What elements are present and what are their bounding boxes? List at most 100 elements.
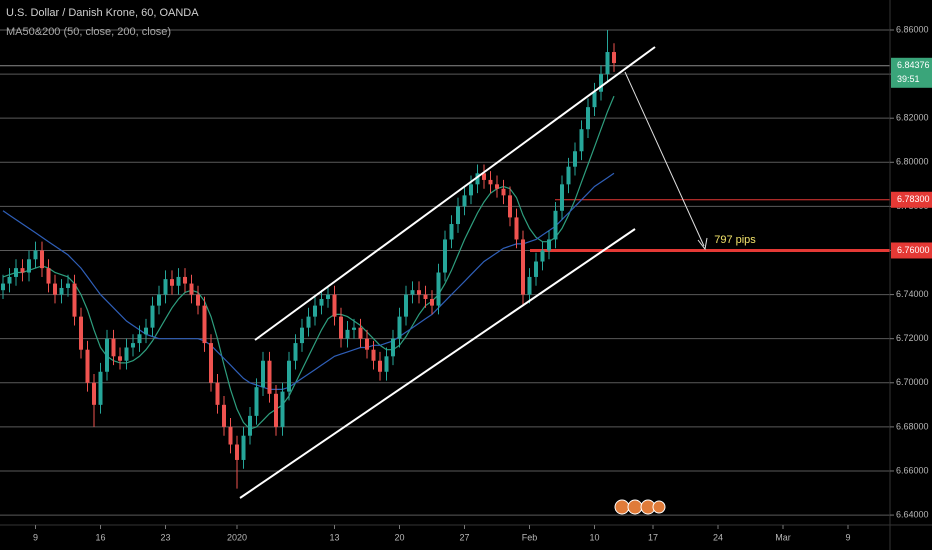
candle-body xyxy=(72,283,77,317)
candle-body xyxy=(488,179,493,185)
channel-upper xyxy=(254,46,656,341)
candle-body xyxy=(352,327,356,330)
candle-body xyxy=(1,283,5,291)
candle-body xyxy=(605,52,610,75)
candle-body xyxy=(449,224,454,240)
candle-body xyxy=(540,250,545,262)
candle-body xyxy=(501,188,506,196)
candle-body xyxy=(20,268,25,273)
candle-body xyxy=(150,305,155,328)
candle-body xyxy=(514,217,519,240)
candle-body xyxy=(391,338,395,357)
candle-body xyxy=(365,338,369,350)
candle-body xyxy=(423,294,428,299)
x-tick-label: 9 xyxy=(33,532,38,542)
candle-body xyxy=(313,305,317,317)
annotation: 797 pips xyxy=(714,234,756,246)
candle-body xyxy=(27,259,31,273)
candle-body xyxy=(345,329,350,339)
candle-body xyxy=(85,349,90,383)
candle-body xyxy=(124,347,129,361)
x-tick-label: Feb xyxy=(522,532,538,542)
arrow-line xyxy=(624,71,705,247)
candle-body xyxy=(547,239,551,251)
candle-body xyxy=(599,74,603,92)
candle-body xyxy=(202,305,207,344)
plot xyxy=(1,29,890,489)
candle-body xyxy=(443,239,447,273)
candle-body xyxy=(332,294,337,317)
candle-body xyxy=(410,290,415,295)
candle-body xyxy=(573,151,577,167)
chart-title: U.S. Dollar / Danish Krone, 60, OANDA xyxy=(6,7,199,19)
candle-body xyxy=(430,298,434,306)
candle-body xyxy=(371,349,376,361)
candle-body xyxy=(417,290,421,295)
x-tick-label: 27 xyxy=(459,532,469,542)
level-label: 6.78300 xyxy=(897,194,930,204)
candle-body xyxy=(527,276,532,295)
candle-body xyxy=(170,279,174,286)
candle-body xyxy=(59,287,64,295)
candle-body xyxy=(163,279,168,295)
y-tick-label: 6.70000 xyxy=(896,377,929,387)
candle-body xyxy=(267,360,272,394)
candle-body xyxy=(79,316,83,350)
candle-body xyxy=(482,173,486,180)
candle-body xyxy=(105,338,109,372)
candle-body xyxy=(339,316,343,339)
candle-body xyxy=(436,272,441,306)
candle-body xyxy=(261,360,265,388)
candle-body xyxy=(235,444,239,460)
last-price-label: 6.84376 xyxy=(897,60,930,70)
y-tick-label: 6.64000 xyxy=(896,509,929,519)
channel-lower xyxy=(239,228,636,499)
x-tick-label: 20 xyxy=(394,532,404,542)
countdown-label: 39:51 xyxy=(897,74,920,84)
candle-body xyxy=(384,356,389,372)
candle-body xyxy=(189,283,194,295)
candle-body xyxy=(495,184,499,189)
candle-body xyxy=(131,343,135,348)
candle-body xyxy=(274,393,278,427)
candle-body xyxy=(14,268,18,277)
candle-body xyxy=(118,356,122,361)
x-tick-label: 2020 xyxy=(227,532,247,542)
candle-body xyxy=(456,206,460,225)
last-price-box xyxy=(891,57,932,88)
candle-body xyxy=(378,360,382,372)
candle-body xyxy=(7,276,12,284)
x-tick-label: 10 xyxy=(589,532,599,542)
y-tick-label: 6.74000 xyxy=(896,289,929,299)
candle-body xyxy=(534,261,538,277)
candle-body xyxy=(209,343,213,383)
candle-body xyxy=(183,276,187,284)
y-tick-label: 6.86000 xyxy=(896,24,929,34)
candle-body xyxy=(508,195,512,218)
candle-body xyxy=(469,184,473,196)
candle-body xyxy=(521,239,525,295)
candle-body xyxy=(46,268,51,284)
candle-body xyxy=(40,250,44,269)
candle-body xyxy=(254,387,259,416)
candle-body xyxy=(176,276,181,286)
candle-body xyxy=(612,52,616,64)
arrow-head xyxy=(697,237,708,251)
candle-body xyxy=(560,184,564,211)
candle-body xyxy=(462,195,467,207)
y-tick-label: 6.80000 xyxy=(896,157,929,167)
y-tick-label: 6.72000 xyxy=(896,333,929,343)
candle-body xyxy=(196,294,200,306)
indicator-label: MA50&200 (50, close, 200, close) xyxy=(6,26,171,38)
y-tick-label: 6.68000 xyxy=(896,421,929,431)
price-axis: 6.860006.840006.820006.800006.780006.760… xyxy=(33,24,932,542)
event-icon xyxy=(614,499,630,515)
y-tick-label: 6.66000 xyxy=(896,465,929,475)
candle-body xyxy=(566,166,571,185)
candle-body xyxy=(144,327,148,335)
x-tick-label: 13 xyxy=(329,532,339,542)
candle-body xyxy=(92,382,96,405)
moving-average xyxy=(2,172,615,390)
